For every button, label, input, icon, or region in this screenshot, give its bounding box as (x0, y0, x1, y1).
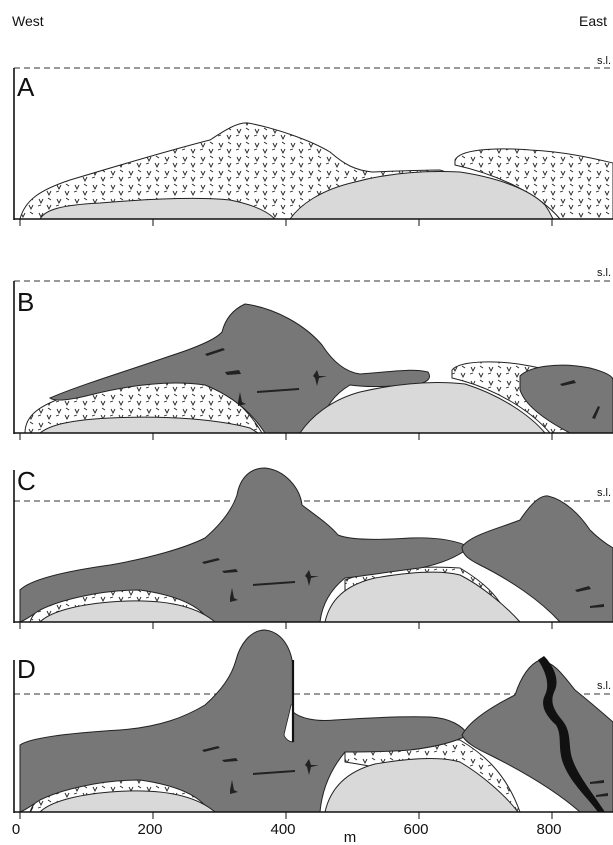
light-unit-b-central (299, 381, 547, 434)
panel-letter-b: B (17, 287, 34, 317)
streaks-d (202, 746, 608, 797)
tick-label-200: 200 (137, 821, 162, 838)
dark-unit-c-east (461, 495, 613, 623)
distance-axis: 0 200 400 600 800 m (12, 812, 562, 845)
panel-d (14, 629, 613, 813)
panel-b (14, 280, 613, 434)
sea-level-label-d: s.l. (597, 680, 611, 692)
ticks-b (19, 433, 553, 440)
streaks-c (202, 558, 604, 608)
dark-unit-b-east (519, 364, 613, 434)
streaks-b (205, 348, 600, 419)
ticks-c (19, 622, 553, 629)
dark-unit-c-main (19, 467, 471, 623)
light-unit-c-west (38, 600, 217, 623)
east-label: East (579, 13, 607, 29)
light-unit-d-central (324, 757, 520, 813)
panel-c (14, 467, 613, 623)
panel-letter-a: A (17, 72, 35, 102)
sea-level-label-b: s.l. (597, 267, 611, 279)
tick-label-800: 800 (536, 821, 561, 838)
light-unit-d-west (38, 790, 217, 813)
dark-unit-b-central (49, 303, 431, 434)
tick-label-400: 400 (270, 821, 295, 838)
light-unit-a-west (39, 197, 277, 220)
vein-d (538, 656, 605, 812)
west-label: West (12, 13, 44, 29)
panel-letter-d: D (17, 654, 36, 684)
panel-a (14, 67, 613, 220)
light-unit-b-west (38, 416, 260, 434)
light-unit-a-central (289, 170, 554, 220)
sea-level-label-c: s.l. (597, 487, 611, 499)
light-unit-c-central (324, 571, 522, 623)
panel-letter-c: C (17, 466, 36, 496)
axis-unit-label: m (344, 829, 357, 845)
ticks-a (19, 219, 553, 226)
dark-unit-d-main (19, 629, 469, 813)
tick-label-600: 600 (403, 821, 428, 838)
sea-level-label-a: s.l. (597, 55, 611, 67)
tick-label-0: 0 (12, 821, 20, 838)
